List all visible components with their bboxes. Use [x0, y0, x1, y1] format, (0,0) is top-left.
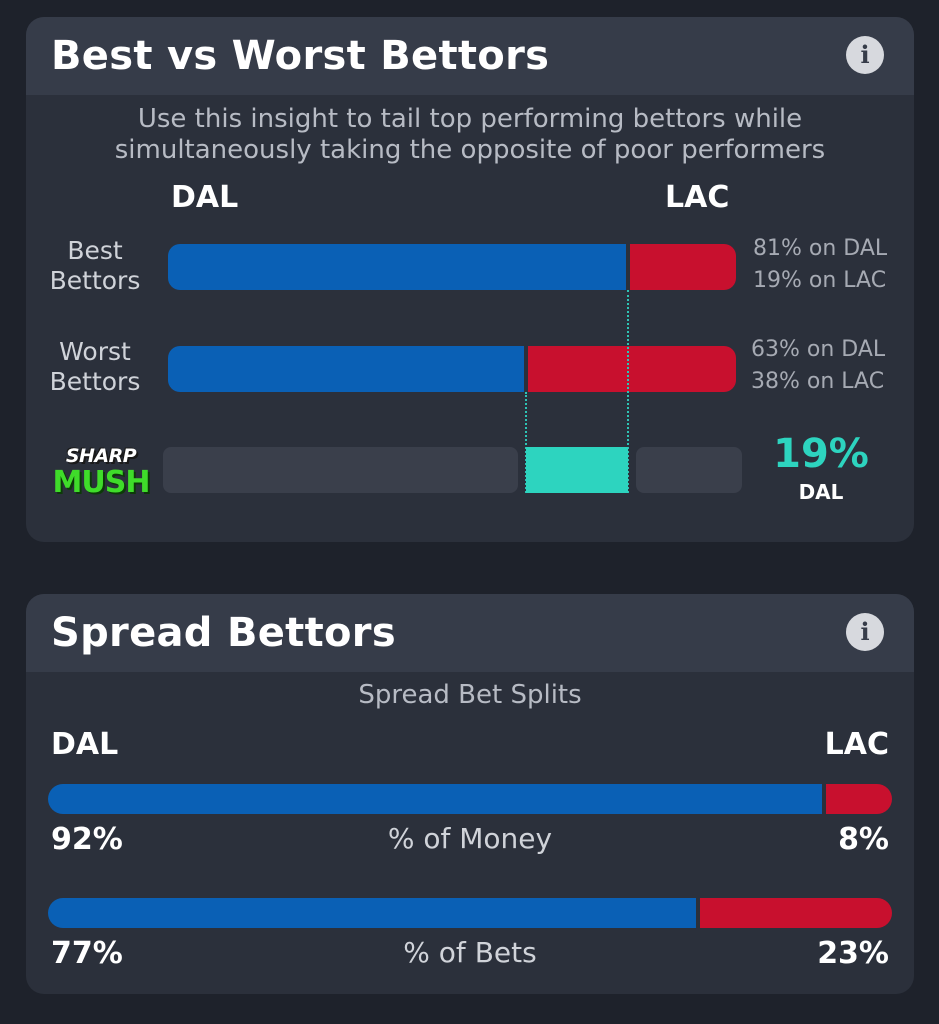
team-left-label: DAL: [51, 727, 119, 762]
worst-bettors-label-line2: Bettors: [49, 367, 141, 396]
worst-bettors-lac-pct: 38% on LAC: [751, 369, 885, 394]
best-bettors-pcts: 81% on DAL 19% on LAC: [753, 233, 887, 297]
sharp-mush-logo-sharp: SHARP: [65, 445, 137, 467]
worst-bettors-label: Worst Bettors: [30, 337, 160, 397]
worst-bettors-dal-pct: 63% on DAL: [751, 337, 886, 362]
best-bettors-label-line2: Bettors: [49, 266, 141, 295]
best-bettors-dal-pct: 81% on DAL: [753, 236, 888, 261]
bets-lac-pct: 23%: [817, 936, 889, 971]
bets-label: % of Bets: [403, 936, 537, 969]
sharp-value: 19%: [773, 431, 869, 477]
bets-dal-bar: [48, 898, 696, 928]
worst-bettors-lac-bar: [527, 346, 736, 392]
worst-split-guide-line: [524, 392, 527, 493]
card-title: Best vs Worst Bettors: [51, 33, 550, 79]
best-vs-worst-card: Best vs Worst Bettors i Use this insight…: [26, 17, 914, 542]
worst-bettors-pcts: 63% on DAL 38% on LAC: [751, 334, 885, 398]
worst-bettors-label-line1: Worst: [59, 337, 131, 366]
money-dal-pct: 92%: [51, 822, 123, 857]
best-bettors-lac-bar: [630, 244, 736, 290]
team-right-label: LAC: [824, 727, 889, 762]
money-label: % of Money: [387, 822, 553, 855]
best-bettors-dal-bar: [168, 244, 627, 290]
money-lac-pct: 8%: [838, 822, 889, 857]
bets-lac-bar: [699, 898, 892, 928]
best-bettors-lac-pct: 19% on LAC: [753, 268, 887, 293]
info-icon[interactable]: i: [846, 36, 884, 74]
card-header: Best vs Worst Bettors i: [26, 17, 914, 95]
card-title: Spread Bettors: [51, 610, 396, 656]
subtitle-line-2: simultaneously taking the opposite of po…: [114, 135, 826, 165]
info-icon[interactable]: i: [846, 613, 884, 651]
subtitle-line-1: Use this insight to tail top performing …: [137, 104, 803, 134]
team-left-label: DAL: [171, 180, 239, 215]
worst-bettors-dal-bar: [168, 346, 524, 392]
bets-dal-pct: 77%: [51, 936, 123, 971]
sharp-difference-segment: [525, 447, 629, 493]
best-bettors-label-line1: Best: [67, 236, 123, 265]
best-split-guide-line: [627, 290, 630, 493]
money-lac-bar: [826, 784, 892, 814]
spread-subtitle: Spread Bet Splits: [358, 680, 582, 710]
sharp-team: DAL: [798, 480, 844, 504]
team-right-label: LAC: [665, 180, 730, 215]
sharp-mush-logo-mush: MUSH: [52, 465, 151, 500]
sharp-track-right: [636, 447, 742, 493]
best-bettors-label: Best Bettors: [30, 236, 160, 296]
money-dal-bar: [48, 784, 823, 814]
spread-bettors-card: Spread Bettors i Spread Bet Splits DAL L…: [26, 594, 914, 994]
sharp-track-left: [163, 447, 518, 493]
card-header: Spread Bettors i: [26, 594, 914, 672]
